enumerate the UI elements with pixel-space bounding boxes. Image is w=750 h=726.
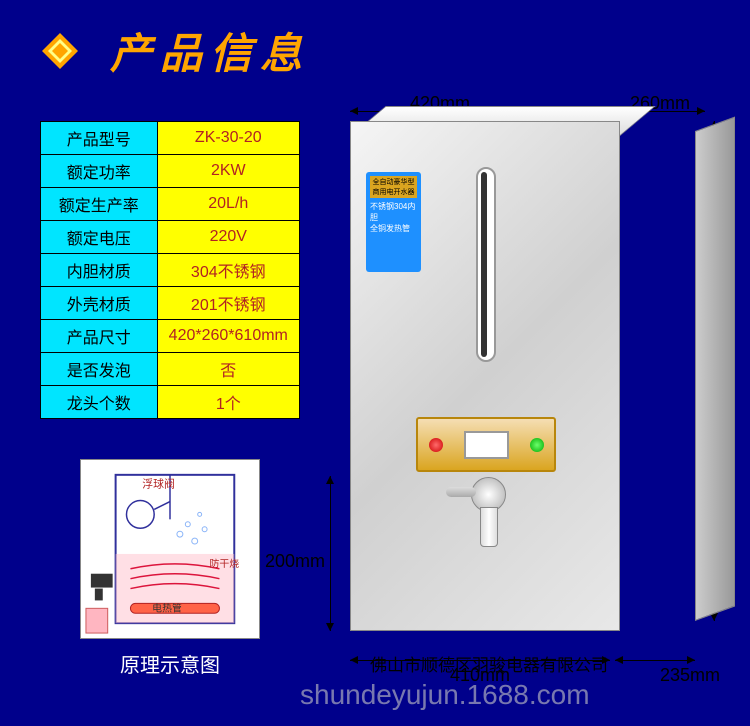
indicator-green — [530, 438, 544, 452]
water-tap — [461, 477, 516, 552]
appliance-illustration: 全自动豪华型商用电开水器 不锈钢304内胆 全铜发热管 — [350, 121, 695, 631]
table-row: 产品尺寸420*260*610mm — [41, 320, 300, 353]
svg-text:浮球阀: 浮球阀 — [142, 477, 175, 491]
table-row: 是否发泡否 — [41, 353, 300, 386]
spec-label: 是否发泡 — [41, 353, 158, 386]
table-row: 额定生产率20L/h — [41, 188, 300, 221]
diagram-svg: 浮球阀 防干烧 电热管 — [80, 459, 260, 639]
spec-label: 外壳材质 — [41, 287, 158, 320]
sticker-line: 不锈钢304内胆 — [370, 201, 417, 223]
left-column: 产品型号ZK-30-20 额定功率2KW 额定生产率20L/h 额定电压220V… — [40, 121, 300, 681]
spec-label: 内胆材质 — [41, 254, 158, 287]
appliance-side — [695, 116, 735, 621]
watermark: shundeyujun.1688.com — [300, 679, 590, 711]
spec-label: 龙头个数 — [41, 386, 158, 419]
spec-value: 201不锈钢 — [157, 287, 299, 320]
table-row: 产品型号ZK-30-20 — [41, 122, 300, 155]
table-row: 额定功率2KW — [41, 155, 300, 188]
sticker-gold-strip: 全自动豪华型商用电开水器 — [370, 176, 417, 198]
spec-label: 额定生产率 — [41, 188, 158, 221]
spec-value: 否 — [157, 353, 299, 386]
page-title: 产品信息 — [110, 20, 310, 81]
svg-text:防干烧: 防干烧 — [210, 557, 240, 570]
tap-handle — [446, 487, 476, 497]
diagram-caption: 原理示意图 — [40, 649, 300, 678]
tap-spout — [480, 507, 498, 547]
indicator-red — [429, 438, 443, 452]
spec-label: 产品尺寸 — [41, 320, 158, 353]
water-level-gauge — [476, 167, 496, 362]
spec-value: 220V — [157, 221, 299, 254]
dim-arrow-tap — [330, 476, 331, 631]
table-row: 龙头个数1个 — [41, 386, 300, 419]
sticker-line: 全铜发热管 — [370, 223, 417, 234]
table-row: 额定电压220V — [41, 221, 300, 254]
spec-value: ZK-30-20 — [157, 122, 299, 155]
product-info-sticker: 全自动豪华型商用电开水器 不锈钢304内胆 全铜发热管 — [366, 172, 421, 272]
dim-tap-height: 200mm — [265, 551, 325, 572]
header: 产品信息 — [0, 0, 750, 91]
spec-value: 2KW — [157, 155, 299, 188]
spec-label: 额定功率 — [41, 155, 158, 188]
spec-label: 产品型号 — [41, 122, 158, 155]
spec-value: 420*260*610mm — [157, 320, 299, 353]
product-area: 420mm 260mm 610mm 200mm 410mm 235mm 全自动豪… — [320, 121, 730, 681]
spec-label: 额定电压 — [41, 221, 158, 254]
dim-bot-depth: 235mm — [660, 665, 720, 686]
diamond-icon — [40, 31, 80, 71]
company-name: 佛山市顺德区羽骏电器有限公司 — [370, 651, 608, 676]
principle-diagram: 浮球阀 防干烧 电热管 原理示意图 — [40, 459, 300, 678]
spec-value: 1个 — [157, 386, 299, 419]
control-panel — [416, 417, 556, 472]
content-area: 产品型号ZK-30-20 额定功率2KW 额定生产率20L/h 额定电压220V… — [0, 91, 750, 681]
temp-display — [464, 431, 509, 459]
svg-text:电热管: 电热管 — [152, 601, 182, 614]
dim-arrow-bot2 — [615, 660, 695, 661]
table-row: 内胆材质304不锈钢 — [41, 254, 300, 287]
spec-table: 产品型号ZK-30-20 额定功率2KW 额定生产率20L/h 额定电压220V… — [40, 121, 300, 419]
table-row: 外壳材质201不锈钢 — [41, 287, 300, 320]
spec-value: 304不锈钢 — [157, 254, 299, 287]
spec-value: 20L/h — [157, 188, 299, 221]
appliance-front: 全自动豪华型商用电开水器 不锈钢304内胆 全铜发热管 — [350, 121, 620, 631]
